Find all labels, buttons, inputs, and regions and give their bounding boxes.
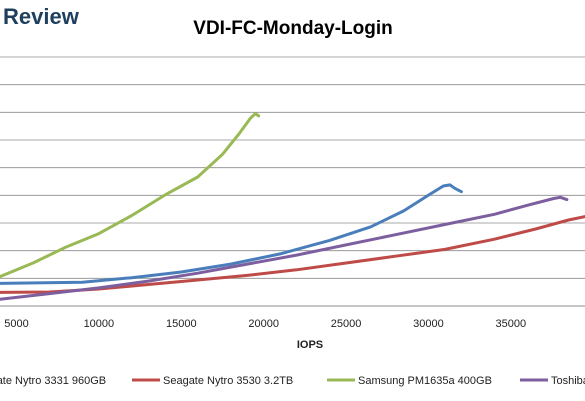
series-lines [0, 112, 585, 301]
x-tick-label: 15000 [166, 318, 197, 330]
x-tick-label: 35000 [496, 318, 527, 330]
legend-label-2: Seagate Nytro 3530 3.2TB [163, 375, 293, 387]
series-line-1 [0, 183, 463, 285]
x-tick-label: 25000 [331, 318, 362, 330]
series-line-3 [0, 112, 261, 279]
series-line-4 [0, 195, 569, 301]
x-axis-ticks: 5000 10000 15000 20000 25000 30000 35000 [4, 318, 526, 330]
legend-label-4: Toshiba [551, 375, 585, 387]
x-tick-label: 30000 [413, 318, 444, 330]
legend-label-3: Samsung PM1635a 400GB [358, 375, 492, 387]
gridlines [0, 56, 585, 279]
legend: Seagate Nytro 3331 960GB Seagate Nytro 35… [0, 375, 585, 387]
brand-logo-text: Review [3, 4, 80, 29]
legend-label-1: Seagate Nytro 3331 960GB [0, 375, 106, 387]
x-axis-title: IOPS [297, 339, 323, 351]
x-tick-label: 10000 [84, 318, 115, 330]
x-tick-label: 20000 [248, 318, 279, 330]
x-tick-label: 5000 [4, 318, 28, 330]
chart-title: VDI-FC-Monday-Login [193, 18, 392, 39]
